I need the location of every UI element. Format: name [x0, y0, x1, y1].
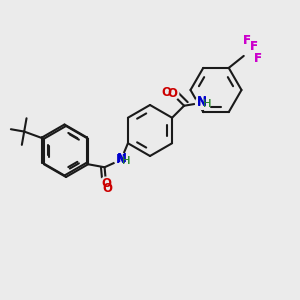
- Circle shape: [196, 96, 209, 109]
- Circle shape: [240, 34, 254, 47]
- Circle shape: [252, 52, 265, 65]
- Text: F: F: [250, 40, 258, 53]
- Text: O: O: [103, 182, 112, 195]
- Text: F: F: [243, 34, 251, 47]
- Text: H: H: [203, 99, 212, 109]
- Text: F: F: [243, 34, 251, 47]
- Text: N: N: [117, 152, 127, 165]
- Text: H: H: [122, 156, 131, 166]
- Circle shape: [166, 87, 179, 100]
- Circle shape: [115, 153, 128, 166]
- Text: N: N: [116, 153, 126, 166]
- Text: O: O: [167, 87, 177, 100]
- Text: F: F: [254, 52, 262, 65]
- Text: H: H: [203, 99, 212, 109]
- Circle shape: [248, 40, 261, 53]
- Text: N: N: [196, 95, 206, 108]
- Text: O: O: [101, 177, 111, 190]
- Text: F: F: [250, 40, 258, 53]
- Text: F: F: [254, 52, 262, 65]
- Text: H: H: [122, 156, 131, 166]
- Text: O: O: [161, 86, 171, 99]
- Circle shape: [100, 177, 113, 190]
- Text: N: N: [197, 96, 207, 109]
